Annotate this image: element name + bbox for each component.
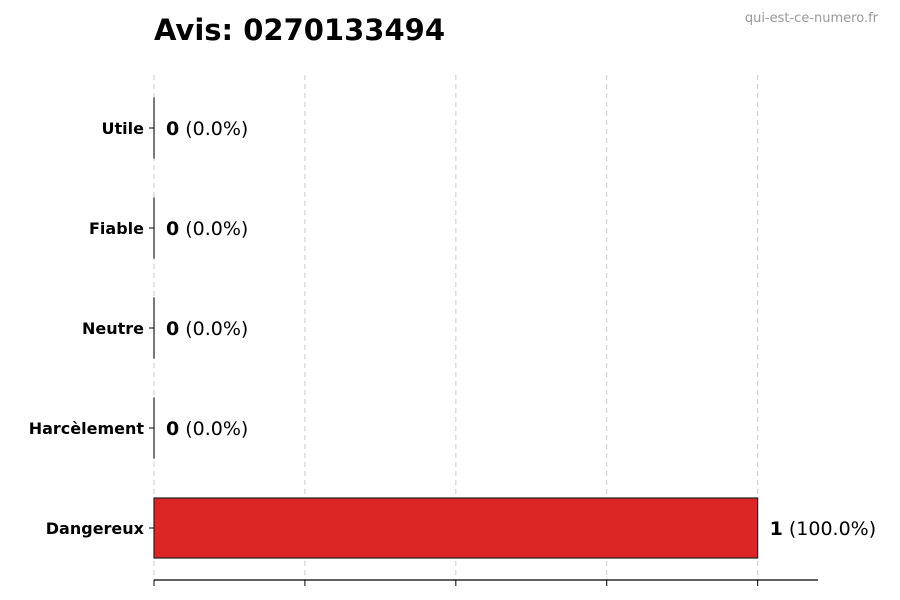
value-count: 0 (166, 418, 179, 440)
y-tick-label: Fiable (89, 219, 144, 238)
value-percent: (0.0%) (185, 318, 248, 340)
value-label: 1 (100.0%) (770, 518, 877, 540)
value-percent: (0.0%) (185, 218, 248, 240)
chart-title: Avis: 0270133494 (154, 13, 445, 47)
value-label: 0 (0.0%) (166, 118, 248, 140)
value-count: 0 (166, 218, 179, 240)
y-tick-label: Dangereux (46, 519, 145, 538)
y-tick-label: Utile (102, 119, 145, 138)
value-percent: (100.0%) (789, 518, 876, 540)
value-count: 0 (166, 118, 179, 140)
value-percent: (0.0%) (185, 118, 248, 140)
value-label: 0 (0.0%) (166, 418, 248, 440)
watermark: qui-est-ce-numero.fr (745, 11, 879, 26)
value-count: 1 (770, 518, 783, 540)
value-percent: (0.0%) (185, 418, 248, 440)
y-tick-label: Neutre (82, 319, 144, 338)
value-count: 0 (166, 318, 179, 340)
y-tick-label: Harcèlement (29, 419, 145, 438)
value-label: 0 (0.0%) (166, 218, 248, 240)
bar (153, 497, 759, 559)
value-label: 0 (0.0%) (166, 318, 248, 340)
